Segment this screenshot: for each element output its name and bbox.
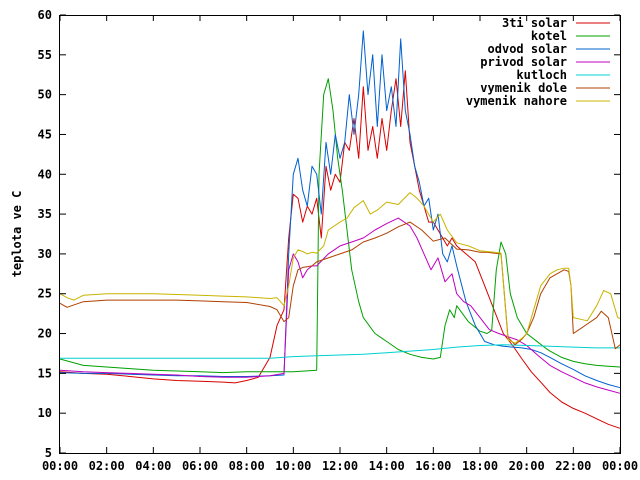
y-tick-label: 10: [38, 406, 52, 420]
series-line-kutloch: [60, 344, 620, 359]
series-line-kotel: [59, 78, 621, 374]
y-tick-label: 55: [38, 48, 52, 62]
y-tick-label: 60: [38, 8, 52, 22]
legend-label: privod solar: [480, 55, 567, 69]
series-line-vymenik-dole: [59, 221, 621, 350]
legend-label: kotel: [531, 29, 567, 43]
x-tick-label: 10:00: [275, 459, 311, 473]
y-tick-label: 50: [38, 88, 52, 102]
y-tick-label: 20: [38, 327, 52, 341]
y-tick-label: 35: [38, 207, 52, 221]
y-axis-ticks: 5 10 15 20 25 30 35 40 45 50 55 60: [38, 8, 620, 460]
x-tick-label: 18:00: [462, 459, 498, 473]
series-line-vymenik-nahore: [59, 192, 621, 344]
series-line-3ti-solar: [59, 70, 621, 429]
x-tick-label: 16:00: [415, 459, 451, 473]
y-tick-label: 5: [45, 446, 52, 460]
legend-label: kutloch: [516, 68, 567, 82]
x-tick-label: 12:00: [322, 459, 358, 473]
legend-label: odvod solar: [488, 42, 567, 56]
x-tick-label: 22:00: [555, 459, 591, 473]
legend-label: vymenik dole: [480, 81, 567, 95]
x-tick-label: 04:00: [135, 459, 171, 473]
x-axis-ticks: 00:00 02:00 04:00 06:00 08:00 10:00 12:00 14:00…: [42, 15, 638, 473]
x-tick-label: 14:00: [369, 459, 405, 473]
y-tick-label: 40: [38, 167, 52, 181]
x-tick-label: 00:00: [42, 459, 78, 473]
legend-label: 3ti solar: [502, 16, 567, 30]
x-tick-label: 06:00: [182, 459, 218, 473]
y-tick-label: 45: [38, 127, 52, 141]
legend-label: vymenik nahore: [466, 94, 567, 108]
x-tick-label: 08:00: [229, 459, 265, 473]
y-tick-label: 30: [38, 247, 52, 261]
y-axis-label: teplota ve C: [10, 191, 24, 278]
series-group: [59, 30, 621, 429]
y-tick-label: 15: [38, 366, 52, 380]
x-tick-label: 00:00: [602, 459, 638, 473]
x-tick-label: 20:00: [509, 459, 545, 473]
x-tick-label: 02:00: [89, 459, 125, 473]
y-tick-label: 25: [38, 287, 52, 301]
